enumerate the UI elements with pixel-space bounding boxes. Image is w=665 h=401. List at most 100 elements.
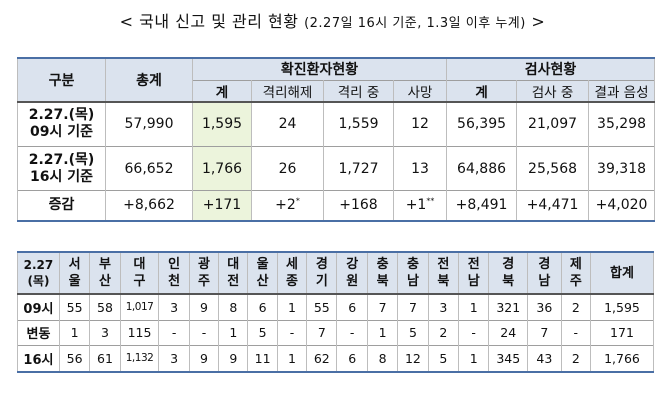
header-test-group: 검사현황: [446, 57, 656, 80]
cell: -: [276, 319, 308, 345]
cell-released: +2*: [251, 190, 324, 222]
cell: 1: [218, 319, 249, 345]
cell-negative: 35,298: [588, 100, 656, 147]
cell-total: 1,766: [589, 344, 655, 373]
cell: 7: [306, 319, 338, 345]
cell: 58: [89, 294, 121, 320]
cell-testing: 21,097: [516, 100, 590, 147]
header-testing: 검사 중: [516, 79, 590, 102]
cell: 5: [427, 344, 459, 373]
cell: 9: [218, 344, 249, 373]
table-row: 09시 55 58 1,017 3 9 8 6 1 55 6 7 7 3 1 3…: [17, 294, 655, 320]
cell-total: 171: [589, 319, 655, 345]
table-row: 변동 1 3 115 - - 1 5 - 7 - 1 5 2 - 24 7 - …: [17, 319, 655, 345]
cell: 1,132: [119, 344, 160, 373]
table-row: 2.27.(목) 16시 기준 66,652 1,766 26 1,727 13 …: [17, 146, 656, 191]
cell: 7: [366, 294, 399, 320]
table-row: 2.27.(목) 09시 기준 57,990 1,595 24 1,559 12 …: [17, 100, 656, 147]
cell: 6: [247, 294, 278, 320]
cell-deaths: 12: [392, 100, 448, 147]
header-total: 합계: [589, 251, 655, 295]
cell: 36: [527, 294, 562, 320]
row-label: 16시: [17, 344, 60, 373]
cell: 62: [306, 344, 338, 373]
cell-confirmed-total: 1,595: [192, 100, 252, 147]
table-row: 증감 +8,662 +171 +2* +168 +1** +8,491 +4,4…: [17, 190, 656, 222]
cell-testing: 25,568: [516, 146, 590, 191]
cell: 3: [89, 319, 121, 345]
cell: 55: [58, 294, 91, 320]
cell: 2: [427, 319, 459, 345]
row-label: 2.27.(목) 16시 기준: [17, 146, 106, 191]
cell: 3: [158, 344, 190, 373]
cell-isolated: 1,559: [323, 100, 394, 147]
cell-confirmed-total: 1,766: [192, 146, 252, 191]
cell: 8: [218, 294, 249, 320]
title-detail: (2.27일 16시 기준, 1.3일 이후 누계): [304, 16, 526, 31]
cell-deaths: 13: [392, 146, 448, 191]
row-label: 변동: [17, 319, 60, 345]
row-label: 2.27.(목) 09시 기준: [17, 100, 106, 147]
cell: -: [188, 319, 220, 345]
footnote-mark: *: [295, 196, 300, 206]
cell-test-total: +8,491: [446, 190, 518, 222]
cell: 321: [488, 294, 529, 320]
title-main: < 국내 신고 및 관리 현황: [119, 12, 305, 31]
cell-released: 24: [251, 100, 324, 147]
row-label: 증감: [17, 190, 106, 222]
cell: 55: [306, 294, 338, 320]
cell: 1: [58, 319, 91, 345]
cell: 345: [488, 344, 529, 373]
cell: 7: [397, 294, 429, 320]
cell: -: [560, 319, 591, 345]
cell: 115: [119, 319, 160, 345]
page-title: < 국내 신고 및 관리 현황 (2.27일 16시 기준, 1.3일 이후 누…: [0, 8, 665, 32]
cell-test-total: 64,886: [446, 146, 518, 191]
row-label: 09시: [17, 294, 60, 320]
cell: 5: [397, 319, 429, 345]
cell-isolated: +168: [323, 190, 394, 222]
cell: 61: [89, 344, 121, 373]
header-isolated: 격리 중: [323, 79, 394, 102]
cell-negative: +4,020: [588, 190, 656, 222]
cell: 24: [488, 319, 529, 345]
cell-total: 1,595: [589, 294, 655, 320]
cell: 1: [276, 294, 308, 320]
cell: 56: [58, 344, 91, 373]
cell: 2: [560, 294, 591, 320]
cell-total: 57,990: [105, 100, 193, 147]
table-row: 16시 56 61 1,132 3 9 9 11 1 62 6 8 12 5 1…: [17, 344, 655, 373]
cell: 6: [336, 344, 368, 373]
cell: 1,017: [119, 294, 160, 320]
header-deaths: 사망: [392, 79, 448, 102]
cell: -: [457, 319, 490, 345]
footnote-mark: **: [426, 196, 435, 206]
cell: 1: [457, 294, 490, 320]
header-total: 총계: [105, 57, 193, 102]
cell-total: +8,662: [105, 190, 193, 222]
cell: 3: [158, 294, 190, 320]
status-table: 구분 총계 확진환자현황 검사현황 계 격리해제 격리 중 사망 계 검사 중 …: [17, 57, 656, 222]
cell: 7: [527, 319, 562, 345]
header-released: 격리해제: [251, 79, 324, 102]
cell: 9: [188, 344, 220, 373]
header-category: 구분: [17, 57, 106, 102]
cell-total: 66,652: [105, 146, 193, 191]
cell-deaths: +1**: [392, 190, 448, 222]
